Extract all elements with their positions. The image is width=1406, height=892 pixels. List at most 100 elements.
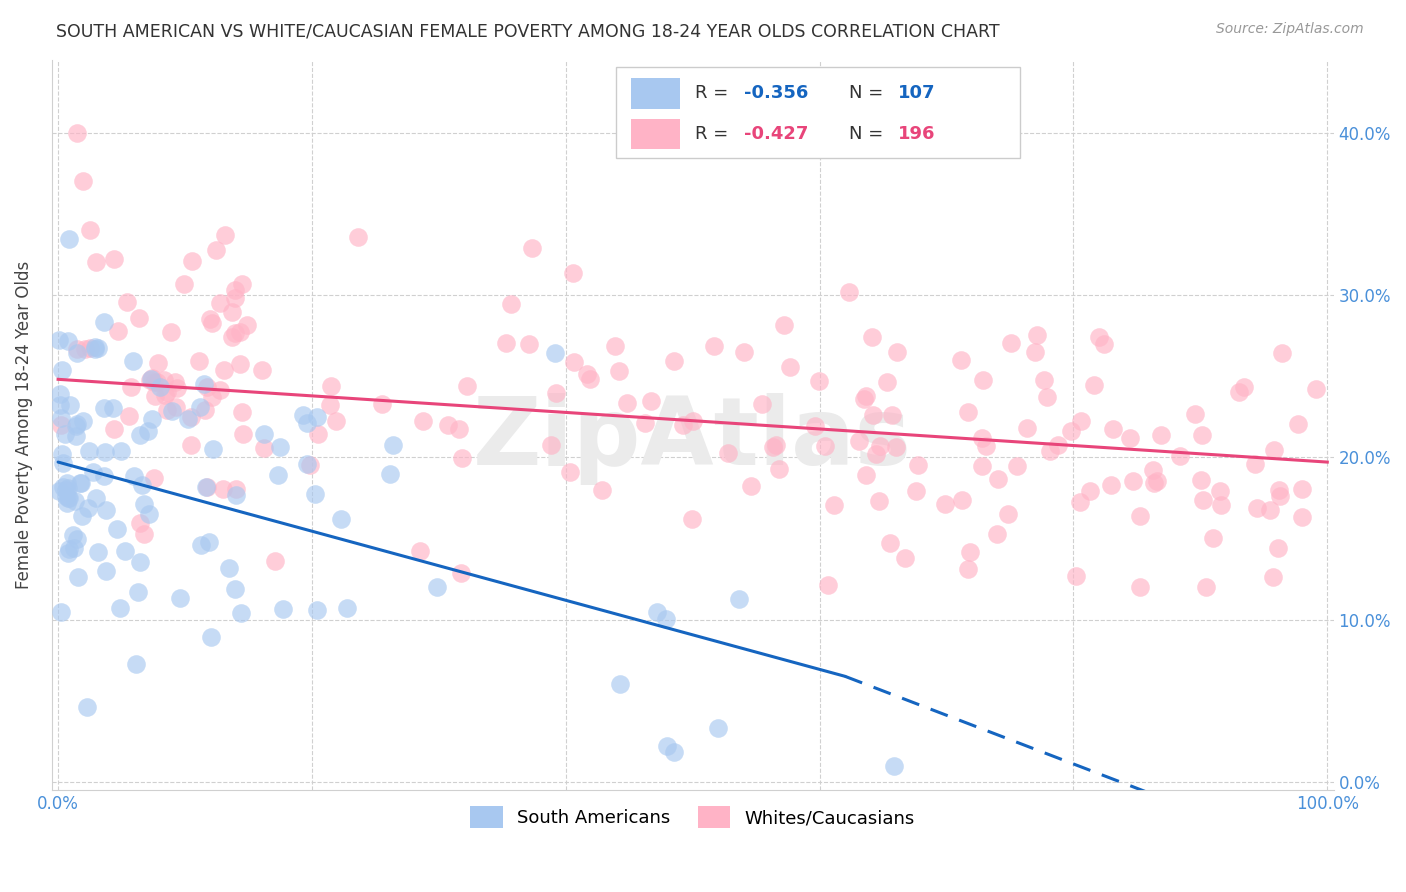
Point bbox=[319, 378, 342, 392]
Point bbox=[77, 444, 100, 458]
Point bbox=[84, 491, 107, 506]
Point bbox=[105, 522, 128, 536]
Point bbox=[125, 657, 148, 671]
FancyBboxPatch shape bbox=[631, 119, 681, 150]
Point bbox=[224, 582, 246, 596]
Point bbox=[169, 591, 191, 605]
Text: R =: R = bbox=[695, 125, 734, 143]
Point bbox=[82, 465, 104, 479]
Point bbox=[146, 375, 169, 389]
Point bbox=[107, 324, 129, 338]
Point bbox=[426, 580, 449, 594]
Point bbox=[295, 457, 318, 471]
Point bbox=[1209, 484, 1232, 499]
Point bbox=[576, 368, 599, 382]
Point bbox=[48, 333, 70, 347]
Point bbox=[200, 630, 222, 644]
Point bbox=[894, 550, 917, 565]
Point bbox=[228, 325, 250, 339]
Point bbox=[55, 495, 77, 509]
Point bbox=[307, 427, 329, 442]
Point bbox=[148, 356, 170, 370]
Point bbox=[1211, 498, 1233, 512]
Point bbox=[162, 404, 184, 418]
Point bbox=[707, 721, 730, 735]
Point bbox=[879, 535, 901, 549]
Point bbox=[1233, 380, 1256, 394]
Point bbox=[1036, 390, 1059, 404]
Point bbox=[141, 412, 163, 426]
Point bbox=[640, 394, 662, 409]
Point bbox=[295, 417, 318, 431]
Point bbox=[717, 446, 740, 460]
Point bbox=[1271, 346, 1294, 360]
Point bbox=[1000, 336, 1022, 351]
Text: Source: ZipAtlas.com: Source: ZipAtlas.com bbox=[1216, 22, 1364, 37]
Point bbox=[823, 498, 845, 512]
Point bbox=[139, 372, 162, 386]
Point bbox=[235, 318, 257, 332]
Point bbox=[607, 364, 630, 378]
Point bbox=[253, 427, 276, 442]
Point bbox=[907, 458, 929, 472]
Point bbox=[949, 352, 972, 367]
Point bbox=[768, 461, 790, 475]
Point bbox=[522, 241, 544, 255]
Point bbox=[853, 392, 876, 406]
Point bbox=[70, 476, 93, 491]
Text: -0.427: -0.427 bbox=[744, 125, 808, 143]
Point bbox=[212, 482, 235, 496]
Point bbox=[1129, 580, 1152, 594]
Point bbox=[195, 480, 218, 494]
Point bbox=[1244, 458, 1267, 472]
Point bbox=[58, 542, 80, 557]
Point bbox=[578, 372, 600, 386]
Point bbox=[65, 346, 87, 360]
Point bbox=[141, 370, 163, 384]
Point bbox=[950, 492, 973, 507]
Point bbox=[681, 512, 703, 526]
Point bbox=[214, 362, 236, 376]
Point bbox=[307, 603, 329, 617]
Point bbox=[155, 385, 177, 400]
Point bbox=[53, 426, 76, 441]
Point bbox=[855, 389, 877, 403]
Point bbox=[83, 340, 105, 354]
Point bbox=[66, 532, 89, 546]
Point bbox=[79, 223, 101, 237]
Point bbox=[412, 415, 434, 429]
Point bbox=[267, 468, 290, 483]
Point bbox=[136, 424, 159, 438]
Point bbox=[49, 411, 72, 425]
Point bbox=[655, 612, 678, 626]
Point bbox=[76, 699, 98, 714]
Point bbox=[450, 451, 472, 466]
Point bbox=[55, 483, 77, 497]
Point bbox=[733, 344, 755, 359]
Point bbox=[231, 277, 253, 292]
Point bbox=[115, 295, 138, 310]
Point bbox=[128, 310, 150, 325]
Point bbox=[153, 373, 176, 387]
Point bbox=[58, 231, 80, 245]
Point bbox=[1015, 420, 1038, 434]
Point bbox=[957, 405, 980, 419]
Point bbox=[329, 512, 352, 526]
Point bbox=[128, 516, 150, 531]
Point bbox=[1032, 373, 1054, 387]
Point bbox=[544, 346, 567, 360]
Point bbox=[1046, 438, 1069, 452]
Text: N =: N = bbox=[849, 84, 889, 103]
Point bbox=[495, 335, 517, 350]
Point bbox=[205, 243, 228, 257]
Point bbox=[450, 566, 472, 580]
Point bbox=[55, 489, 77, 503]
Point bbox=[1305, 383, 1327, 397]
Point bbox=[73, 342, 96, 356]
Point bbox=[307, 409, 329, 424]
Point bbox=[145, 389, 167, 403]
Point bbox=[703, 338, 725, 352]
Point bbox=[1005, 459, 1028, 474]
Point bbox=[1246, 500, 1268, 515]
Point bbox=[987, 472, 1010, 486]
